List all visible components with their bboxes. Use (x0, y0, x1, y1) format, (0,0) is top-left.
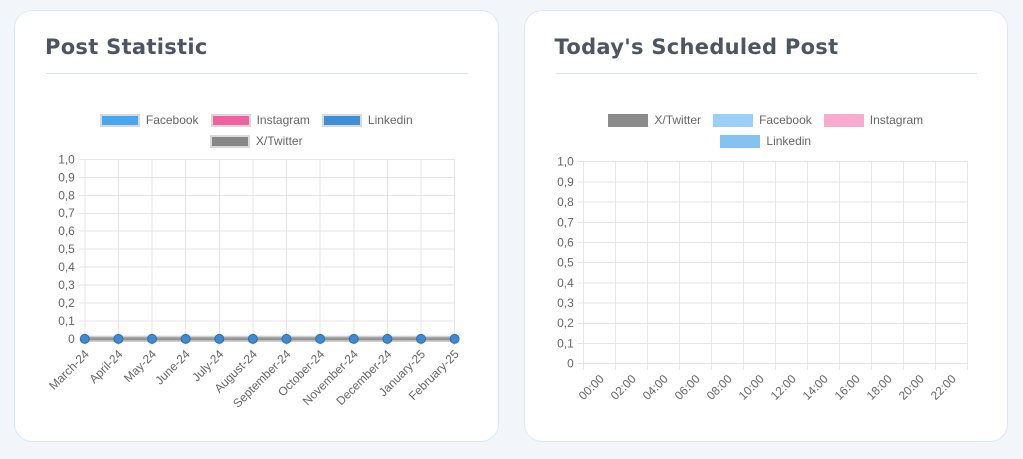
svg-text:0,4: 0,4 (58, 260, 75, 274)
post-statistic-card: Post Statistic Facebook Instagram Linkedin… (14, 10, 499, 442)
legend-swatch (713, 114, 754, 127)
legend-item-facebook[interactable]: Facebook (99, 113, 199, 127)
legend-item-x-twitter[interactable]: X/Twitter (608, 114, 701, 127)
svg-text:0,7: 0,7 (58, 206, 75, 220)
post-statistic-chart: 1,0 0,9 0,8 0,7 0,6 0,5 0,4 0,3 0,2 0,1 0March-24A… (46, 152, 462, 410)
svg-text:10:00: 10:00 (735, 372, 766, 403)
svg-text:June-24: June-24 (152, 347, 193, 388)
legend-label: Instagram (869, 113, 924, 127)
todays-scheduled-post-chart: 1,0 0,9 0,8 0,7 0,6 0,5 0,4 0,3 0,2 0,1 000:00 02:0… (557, 155, 968, 403)
legend-label: Facebook (145, 113, 199, 127)
todays-scheduled-post-title: Today's Scheduled Post (554, 35, 839, 59)
svg-text:0,5: 0,5 (557, 256, 574, 270)
legend-row: Linkedin (525, 135, 1008, 148)
svg-text:22:00: 22:00 (927, 372, 958, 403)
legend-swatch (99, 114, 140, 127)
legend-swatch (720, 135, 761, 148)
svg-text:0,6: 0,6 (557, 235, 574, 249)
svg-text:0,5: 0,5 (58, 242, 75, 256)
legend-row: X/Twitter (15, 135, 498, 148)
divider (46, 73, 468, 74)
svg-text:0,8: 0,8 (557, 195, 574, 209)
svg-text:18:00: 18:00 (863, 372, 894, 403)
legend-item-instagram[interactable]: Instagram (823, 113, 924, 127)
svg-text:1,0: 1,0 (58, 152, 75, 166)
legend-label: Instagram (256, 113, 310, 127)
legend-item-linkedin[interactable]: Linkedin (321, 113, 413, 127)
legend-row: Facebook Instagram Linkedin (15, 114, 498, 127)
legend-row: X/Twitter Facebook Instagram (525, 114, 1008, 127)
svg-text:0: 0 (567, 357, 574, 371)
svg-text:14:00: 14:00 (799, 372, 830, 403)
svg-text:00:00: 00:00 (575, 372, 606, 403)
svg-text:20:00: 20:00 (895, 372, 926, 403)
legend-swatch (210, 114, 251, 127)
legend-swatch (608, 114, 649, 127)
legend-item-linkedin[interactable]: Linkedin (720, 135, 811, 148)
svg-text:04:00: 04:00 (639, 372, 670, 403)
svg-text:0,1: 0,1 (58, 314, 75, 328)
legend-label: X/Twitter (654, 113, 702, 127)
post-statistic-legend: Facebook Instagram Linkedin X/Twitter (15, 114, 498, 148)
svg-text:1,0: 1,0 (557, 155, 574, 169)
legend-label: Facebook (759, 113, 812, 127)
svg-text:0,3: 0,3 (557, 296, 574, 310)
svg-text:16:00: 16:00 (831, 372, 862, 403)
svg-text:0,8: 0,8 (58, 188, 75, 202)
svg-text:12:00: 12:00 (767, 372, 798, 403)
post-statistic-title: Post Statistic (45, 35, 208, 59)
svg-text:April-24: April-24 (86, 347, 125, 386)
legend-item-facebook[interactable]: Facebook (713, 114, 812, 127)
legend-swatch (321, 114, 362, 127)
svg-text:08:00: 08:00 (703, 372, 734, 403)
svg-text:0,4: 0,4 (557, 276, 574, 290)
legend-swatch (209, 135, 250, 148)
svg-text:06:00: 06:00 (671, 372, 702, 403)
svg-text:0,6: 0,6 (58, 224, 75, 238)
svg-text:0,9: 0,9 (557, 175, 574, 189)
svg-text:02:00: 02:00 (607, 372, 638, 403)
divider (555, 73, 977, 74)
todays-scheduled-post-legend: X/Twitter Facebook Instagram Linkedin (525, 114, 1008, 148)
legend-label: Linkedin (766, 134, 812, 148)
legend-label: Linkedin (367, 113, 413, 127)
svg-text:0,2: 0,2 (58, 296, 75, 310)
svg-text:0,7: 0,7 (557, 215, 574, 229)
legend-item-x-twitter[interactable]: X/Twitter (209, 134, 303, 148)
svg-text:0: 0 (68, 332, 75, 346)
svg-text:0,2: 0,2 (557, 316, 574, 330)
legend-swatch (823, 114, 864, 127)
svg-text:0,3: 0,3 (58, 278, 75, 292)
legend-item-instagram[interactable]: Instagram (210, 113, 310, 127)
legend-label: X/Twitter (255, 134, 303, 148)
svg-text:0,9: 0,9 (58, 170, 75, 184)
svg-text:March-24: March-24 (46, 347, 92, 393)
svg-text:0,1: 0,1 (557, 336, 574, 350)
todays-scheduled-post-card: Today's Scheduled Post X/Twitter Facebook… (523, 10, 1008, 442)
